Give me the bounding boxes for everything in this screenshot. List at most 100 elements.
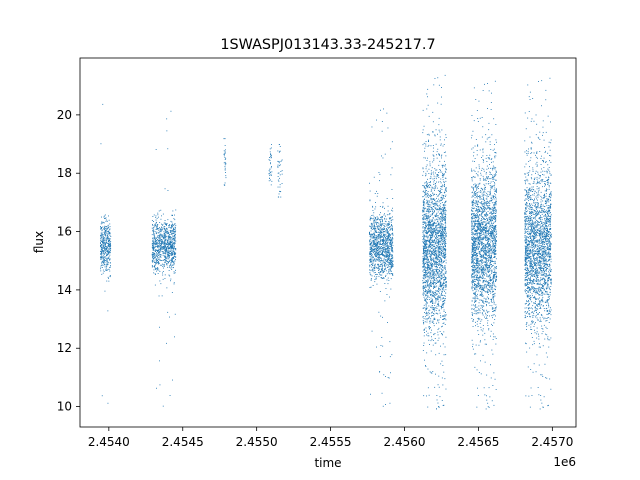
- data-point: [428, 222, 429, 224]
- data-point: [435, 143, 437, 145]
- data-point: [428, 209, 430, 210]
- data-point: [429, 226, 431, 228]
- data-point: [379, 356, 381, 357]
- data-point: [436, 231, 438, 233]
- data-point: [384, 270, 385, 272]
- data-point: [440, 238, 442, 240]
- data-point: [430, 327, 431, 329]
- data-point: [440, 250, 442, 251]
- data-point: [268, 170, 270, 172]
- data-point: [441, 259, 443, 261]
- data-point: [489, 315, 490, 317]
- data-point: [433, 283, 434, 285]
- data-point: [436, 395, 438, 396]
- data-point: [430, 242, 432, 244]
- data-point: [427, 269, 428, 271]
- data-point: [437, 320, 439, 322]
- data-point: [475, 233, 477, 234]
- data-point: [391, 233, 393, 235]
- data-point: [383, 238, 385, 239]
- data-point: [382, 271, 384, 273]
- data-point: [376, 237, 377, 239]
- data-point: [437, 313, 439, 315]
- data-point: [428, 134, 430, 136]
- data-point: [437, 219, 439, 221]
- data-point: [388, 262, 390, 264]
- data-point: [438, 264, 439, 266]
- data-point: [172, 230, 174, 231]
- data-point: [427, 387, 429, 389]
- data-point: [373, 233, 374, 235]
- data-point: [428, 168, 430, 170]
- data-point: [169, 236, 171, 237]
- data-point: [434, 232, 436, 234]
- data-point: [435, 269, 437, 271]
- data-point: [378, 237, 380, 239]
- data-point: [171, 251, 172, 253]
- data-point: [160, 254, 162, 256]
- data-point: [371, 215, 373, 216]
- data-point: [426, 307, 428, 309]
- data-point: [369, 182, 370, 184]
- data-point: [431, 295, 433, 297]
- data-point: [472, 225, 474, 227]
- data-point: [430, 241, 432, 243]
- data-point: [434, 308, 436, 310]
- data-point: [441, 219, 443, 221]
- data-point: [378, 252, 379, 253]
- data-point: [422, 266, 424, 268]
- data-point: [101, 238, 103, 240]
- data-point: [158, 243, 160, 244]
- data-point: [158, 240, 160, 242]
- data-point: [493, 174, 495, 176]
- data-point: [169, 225, 170, 227]
- data-point: [432, 264, 434, 266]
- data-point: [223, 162, 225, 164]
- data-point: [156, 243, 158, 244]
- data-point: [445, 270, 447, 272]
- data-point: [104, 214, 106, 216]
- data-point: [154, 257, 156, 259]
- data-point: [389, 234, 391, 236]
- data-point: [423, 264, 425, 265]
- data-point: [167, 148, 169, 150]
- data-point: [153, 247, 155, 248]
- data-point: [434, 199, 436, 201]
- data-point: [422, 129, 424, 131]
- data-point: [485, 312, 486, 314]
- data-point: [102, 269, 104, 271]
- data-point: [442, 215, 444, 217]
- data-point: [439, 193, 440, 195]
- data-point: [169, 224, 171, 225]
- data-point: [438, 292, 440, 294]
- data-point: [380, 220, 381, 222]
- data-point: [390, 248, 392, 250]
- data-point: [173, 247, 175, 249]
- data-point: [438, 227, 440, 229]
- data-point: [427, 314, 429, 316]
- data-point: [371, 240, 373, 242]
- data-point: [444, 250, 446, 252]
- data-point: [436, 195, 438, 197]
- data-point: [426, 321, 428, 323]
- data-point: [428, 247, 429, 249]
- data-point: [166, 231, 168, 232]
- data-point: [386, 198, 388, 199]
- data-point: [441, 256, 443, 257]
- data-point: [382, 223, 384, 225]
- data-point: [429, 371, 431, 373]
- data-point: [390, 260, 392, 262]
- data-point: [159, 256, 161, 258]
- data-point: [473, 120, 475, 122]
- data-point: [430, 278, 432, 280]
- data-point: [440, 235, 442, 237]
- data-point: [476, 313, 478, 315]
- data-point: [390, 219, 392, 221]
- data-point: [441, 189, 443, 190]
- data-point: [426, 108, 428, 110]
- data-point: [434, 78, 436, 79]
- data-point: [445, 231, 447, 233]
- data-point: [108, 252, 109, 253]
- data-point: [439, 264, 441, 266]
- data-point: [445, 134, 447, 136]
